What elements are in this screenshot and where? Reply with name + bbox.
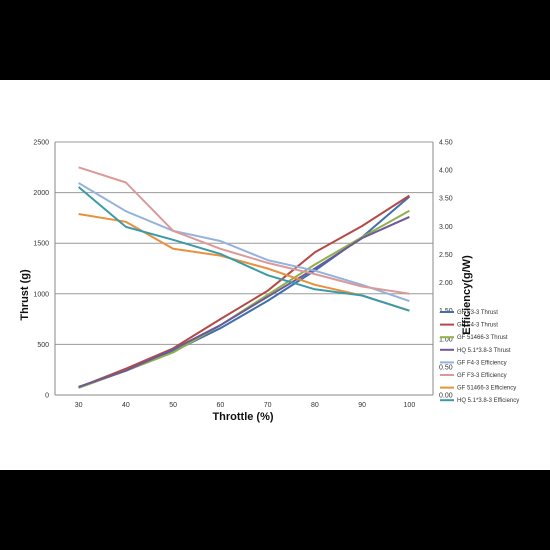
right-axis-title: Efficiency(g/W) — [461, 255, 473, 335]
axes — [54, 142, 434, 396]
series-line-hq-5-1-3-8-3-efficiency — [77, 186, 410, 312]
series-line-hq-5-1-3-8-3-thrust — [78, 215, 410, 388]
series-line-gf-f4-3-efficiency — [78, 182, 410, 303]
right-tick-label: 1.00 — [439, 336, 453, 343]
right-axis-ticks: 0.000.501.001.502.002.503.003.504.004.50 — [439, 140, 453, 400]
left-tick-label: 1500 — [33, 241, 49, 248]
series-line-gf-f3-3-efficiency — [78, 166, 410, 295]
legend-label: GF 51466-3 Thrust — [457, 335, 508, 341]
left-axis-title: Thrust (g) — [19, 269, 31, 321]
x-tick-label: 100 — [404, 402, 416, 409]
right-tick-label: 4.00 — [439, 168, 453, 175]
series-line-gf-f4-3-thrust — [78, 194, 410, 389]
x-tick-label: 90 — [358, 402, 366, 409]
left-axis-ticks: 0 500 1000 1500 2000 2500 — [33, 140, 49, 400]
x-tick-label: 30 — [75, 402, 83, 409]
x-tick-label: 40 — [122, 402, 130, 409]
right-tick-label: 0.00 — [439, 393, 453, 400]
series-lines — [77, 166, 411, 389]
right-tick-label: 2.00 — [439, 280, 453, 287]
legend-label: GF F4-3 Efficiency — [457, 360, 507, 366]
left-tick-label: 2500 — [33, 140, 49, 147]
legend: GF F3-3 Thrust GF F4-3 Thrust GF 51466-3 T… — [440, 310, 519, 404]
legend-label: GF F4-3 Thrust — [457, 323, 498, 329]
left-tick-label: 0 — [45, 393, 49, 400]
series-line-gf-51466-3-thrust — [78, 209, 410, 389]
right-tick-label: 2.50 — [439, 252, 453, 259]
right-tick-label: 4.50 — [439, 140, 453, 147]
x-axis-ticks: 30 40 50 60 70 80 90 100 — [75, 402, 416, 409]
x-axis-title: Throttle (%) — [212, 411, 273, 423]
right-tick-label: 0.50 — [439, 364, 453, 371]
legend-label: GF F3-3 Thrust — [457, 310, 498, 316]
x-tick-label: 50 — [169, 402, 177, 409]
x-tick-label: 80 — [311, 402, 319, 409]
left-tick-label: 1000 — [33, 291, 49, 298]
right-tick-label: 3.00 — [439, 224, 453, 231]
left-tick-label: 500 — [37, 342, 49, 349]
legend-label: HQ 5.1*3.8-3 Thrust — [457, 348, 511, 354]
legend-label: GF F3-3 Efficiency — [457, 373, 507, 379]
left-tick-label: 2000 — [33, 190, 49, 197]
right-tick-label: 3.50 — [439, 196, 453, 203]
legend-label: GF 51466-3 Efficiency — [457, 386, 516, 392]
series-line-gf-f3-3-thrust — [78, 195, 411, 388]
x-tick-label: 60 — [216, 402, 224, 409]
legend-label: HQ 5.1*3.8-3 Efficiency — [457, 398, 519, 404]
gridlines — [55, 141, 433, 345]
x-tick-label: 70 — [264, 402, 272, 409]
